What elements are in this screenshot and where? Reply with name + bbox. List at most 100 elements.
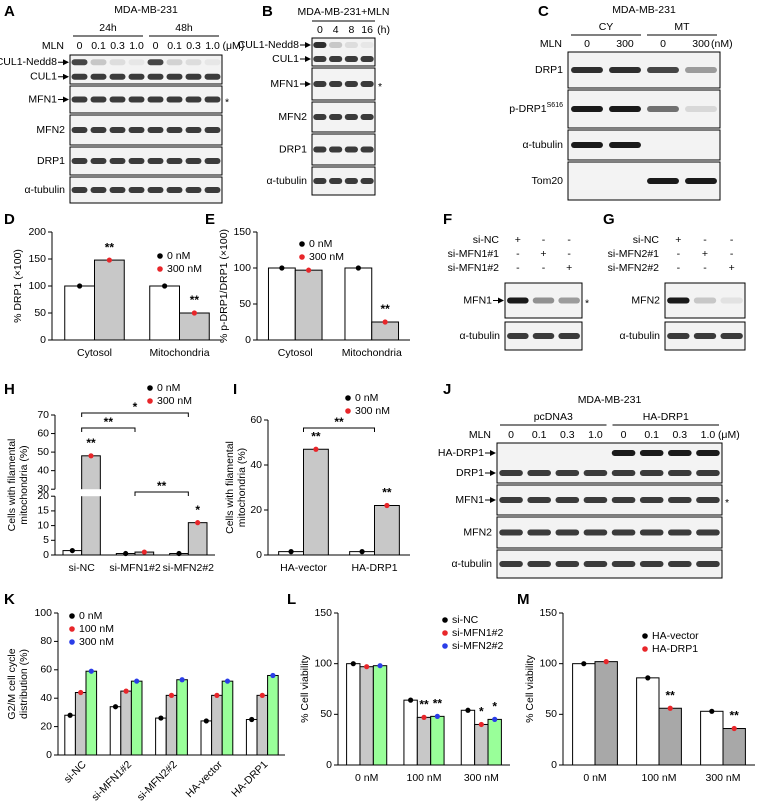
y-axis-label-line: G2/M cell cycle xyxy=(6,648,18,719)
band xyxy=(344,178,358,184)
condition-label: si-MFN1#1 xyxy=(448,248,500,260)
band xyxy=(647,178,679,184)
band xyxy=(555,497,580,503)
band xyxy=(185,187,202,193)
band xyxy=(611,561,636,567)
panel-letter: J xyxy=(443,381,451,398)
significance: ** xyxy=(419,698,429,712)
lane-label: 0.1 xyxy=(167,40,182,52)
legend-label: 0 nM xyxy=(309,238,332,250)
band xyxy=(668,497,692,503)
band xyxy=(329,146,343,153)
legend-label: 300 nM xyxy=(157,395,192,407)
band xyxy=(128,96,145,103)
band xyxy=(685,67,717,73)
y-axis-label-line: % p-DRP1/DRP1 (×100) xyxy=(218,229,230,343)
significance: ** xyxy=(334,415,344,429)
y-tick-label: 50 xyxy=(34,307,46,319)
y-tick-label: 50 xyxy=(320,708,332,720)
sign: - xyxy=(542,234,546,246)
panel-letter: F xyxy=(443,211,452,228)
legend-marker xyxy=(345,408,351,414)
row-label: DRP1 xyxy=(279,143,307,155)
data-point xyxy=(134,678,140,684)
bar xyxy=(94,259,125,341)
row-label: p-DRP1S616 xyxy=(509,102,563,114)
x-tick-label: HA-DRP1 xyxy=(351,562,397,574)
bar xyxy=(245,719,258,756)
panel-letter: I xyxy=(233,381,237,398)
lane-label: 0 xyxy=(584,38,590,50)
legend-marker xyxy=(442,643,448,649)
band xyxy=(507,333,529,339)
band xyxy=(360,42,374,48)
sign: - xyxy=(567,234,571,246)
band xyxy=(109,59,126,66)
y-tick-label: 100 xyxy=(314,657,332,669)
y-axis-label-line: % DRP1 (×100) xyxy=(12,249,24,323)
x-tick-label: 300 nM xyxy=(705,772,740,784)
data-point xyxy=(581,661,587,667)
row-label-text: p-DRP1 xyxy=(509,103,547,115)
band xyxy=(668,450,692,456)
panel-letter: G xyxy=(603,211,615,228)
sign: - xyxy=(516,262,520,274)
y-axis-label-line: Cells with filamental xyxy=(6,439,18,532)
band xyxy=(685,106,717,112)
y-tick-label: 80 xyxy=(40,635,52,647)
band xyxy=(639,529,664,536)
y-axis-label: % Cell viability xyxy=(524,654,536,722)
band xyxy=(128,127,145,133)
y-tick-label: 0 xyxy=(326,759,332,771)
data-point xyxy=(168,692,175,698)
blot-box xyxy=(496,442,723,484)
band xyxy=(532,333,555,339)
y-tick-label: 50 xyxy=(239,298,251,310)
band xyxy=(696,470,720,476)
data-point xyxy=(731,725,737,732)
significance: ** xyxy=(730,709,740,723)
band xyxy=(668,470,692,476)
x-tick-label: Mitochondria xyxy=(342,347,402,359)
legend-label: 0 nM xyxy=(157,382,180,394)
bar xyxy=(403,699,418,766)
bar xyxy=(221,680,234,756)
panel-letter: C xyxy=(538,3,549,20)
lane-label: 1.0 xyxy=(588,429,603,441)
y-axis-label: % Cell viability xyxy=(299,654,311,722)
y-axis-label: % DRP1 (×100) xyxy=(12,249,24,323)
lane-label: 16 xyxy=(361,24,373,36)
bar xyxy=(594,661,618,766)
lane-label: 0 xyxy=(153,40,159,52)
bar xyxy=(487,718,502,766)
band xyxy=(90,59,107,66)
legend-marker xyxy=(147,398,153,404)
bar xyxy=(636,677,660,766)
row-label: DRP1 xyxy=(456,467,484,479)
data-point xyxy=(249,716,255,723)
bar xyxy=(109,706,122,756)
data-point xyxy=(384,502,390,509)
significance: * xyxy=(195,503,200,517)
data-point xyxy=(465,707,471,713)
lane-label: 1.0 xyxy=(701,429,716,441)
group-label: CY xyxy=(599,21,614,33)
y-tick-label: 10 xyxy=(37,519,49,531)
row-label: α-tubulin xyxy=(619,330,660,342)
bar xyxy=(200,720,213,756)
band xyxy=(685,178,717,184)
sign: + xyxy=(729,262,735,274)
data-point xyxy=(224,678,231,684)
band xyxy=(639,450,664,456)
y-tick-label: 50 xyxy=(545,708,557,720)
legend-marker xyxy=(69,626,75,632)
y-tick-label: 70 xyxy=(37,409,49,421)
band xyxy=(609,67,641,73)
bar xyxy=(179,312,210,341)
y-tick-label: 100 xyxy=(233,262,251,274)
panel-letter: D xyxy=(4,211,15,228)
band xyxy=(166,158,183,164)
band xyxy=(720,297,743,304)
band xyxy=(696,497,720,503)
lane-label: 300 xyxy=(616,38,634,50)
